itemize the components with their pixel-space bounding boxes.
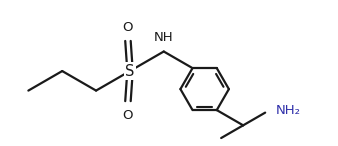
Text: O: O	[123, 109, 133, 122]
Text: O: O	[123, 21, 133, 34]
Text: S: S	[125, 64, 135, 79]
Text: NH₂: NH₂	[276, 104, 301, 117]
Text: NH: NH	[154, 32, 174, 45]
